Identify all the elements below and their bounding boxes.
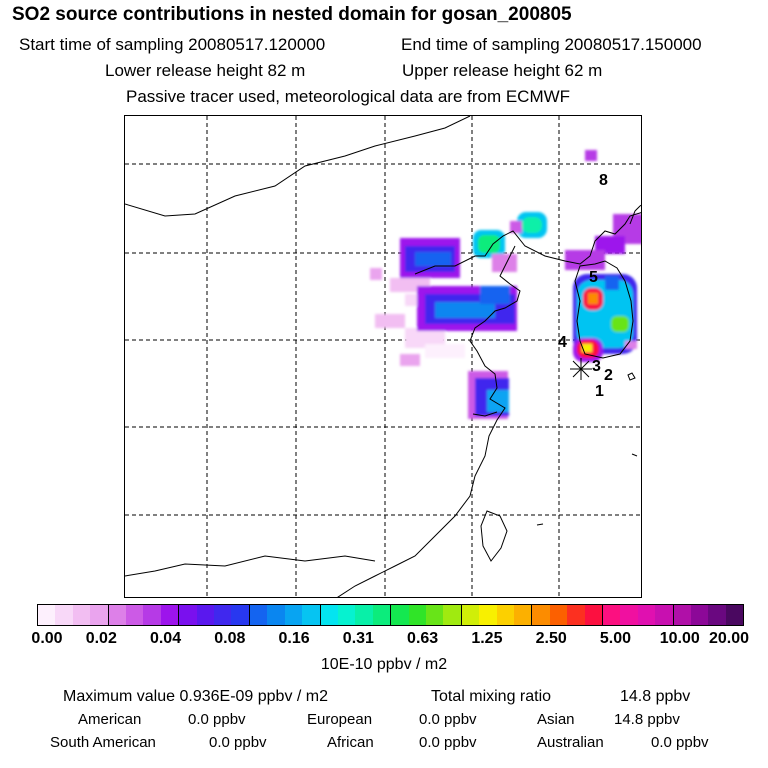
max-value-text: Maximum value 0.936E-09 ppbv / m2 <box>63 688 329 705</box>
australian-label: Australian <box>537 734 604 751</box>
colorbar-segment <box>72 605 91 625</box>
lower-release-label: Lower release height 82 m <box>105 61 306 80</box>
african-label: African <box>327 734 374 751</box>
colorbar-tick-label: 1.25 <box>471 630 503 647</box>
american-label: American <box>78 711 142 728</box>
american-value: 0.0 ppbv <box>188 711 246 728</box>
european-value: 0.0 ppbv <box>419 711 477 728</box>
marker-label-2: 2 <box>604 367 613 384</box>
colorbar-segment <box>567 605 585 625</box>
colorbar-segment <box>214 605 232 625</box>
info-label: Passive tracer used, meteorological data… <box>126 87 571 106</box>
colorbar-segment <box>620 605 638 625</box>
marker-label-8: 8 <box>599 172 608 189</box>
gridlines <box>125 116 641 597</box>
colorbar-tick-label: 0.63 <box>407 630 439 647</box>
upper-release-label: Upper release height 62 m <box>402 61 603 80</box>
figure-title: SO2 source contributions in nested domai… <box>12 4 572 25</box>
colorbar-segment <box>584 605 602 625</box>
map-panel: 1 2 3 4 5 8 <box>124 115 642 598</box>
colorbar-segment <box>337 605 356 625</box>
colorbar-tick-label: 0.16 <box>278 630 310 647</box>
asian-label: Asian <box>537 711 575 728</box>
coastlines <box>125 116 641 597</box>
colorbar-segment <box>284 605 303 625</box>
colorbar-tick-label: 20.00 <box>708 630 750 647</box>
marker-label-4: 4 <box>558 334 567 351</box>
map-svg: 1 2 3 4 5 8 <box>125 116 641 597</box>
colorbar-segment <box>55 605 73 625</box>
release-site-symbol <box>570 358 592 380</box>
colorbar-segment <box>691 605 709 625</box>
colorbar-tick-label: 0.00 <box>31 630 63 647</box>
colorbar-tick-label: 0.31 <box>342 630 374 647</box>
colorbar-segment <box>708 605 726 625</box>
colorbar-segment <box>443 605 461 625</box>
colorbar-segment <box>160 605 179 625</box>
concentration-field <box>370 150 641 419</box>
asian-value: 14.8 ppbv <box>614 711 680 728</box>
colorbar-segment <box>143 605 161 625</box>
colorbar-segment <box>390 605 409 625</box>
colorbar-segment <box>479 605 497 625</box>
colorbar-tick-label: 5.00 <box>599 630 632 647</box>
colorbar-tick-label: 2.50 <box>535 630 567 647</box>
colorbar-segment <box>319 605 338 625</box>
total-mixing-value: 14.8 ppbv <box>620 688 691 705</box>
colorbar-segment <box>302 605 320 625</box>
colorbar-segment <box>355 605 373 625</box>
colorbar-segment <box>460 605 480 625</box>
marker-label-5: 5 <box>589 269 598 286</box>
colorbar-segment <box>602 605 621 625</box>
colorbar-segment <box>372 605 391 625</box>
australian-value: 0.0 ppbv <box>651 734 709 751</box>
colorbar-segment <box>107 605 127 625</box>
colorbar-segment <box>248 605 268 625</box>
african-value: 0.0 ppbv <box>419 734 477 751</box>
colorbar-unit: 10E-10 ppbv / m2 <box>320 656 448 673</box>
colorbar-segment <box>549 605 568 625</box>
colorbar-segment <box>126 605 144 625</box>
colorbar-tick-label: 10.00 <box>659 630 700 647</box>
release-markers: 1 2 3 4 5 8 <box>558 172 613 400</box>
colorbar-segment <box>90 605 108 625</box>
colorbar-segment <box>496 605 514 625</box>
colorbar-segment <box>196 605 215 625</box>
marker-label-3: 3 <box>592 358 601 375</box>
colorbar-segment <box>655 605 673 625</box>
colorbar-segment <box>231 605 249 625</box>
colorbar-tick-label: 0.08 <box>214 630 246 647</box>
colorbar-segment <box>38 605 56 625</box>
colorbar-segment <box>531 605 550 625</box>
colorbar <box>37 604 744 626</box>
start-time-label: Start time of sampling 20080517.120000 <box>19 35 326 54</box>
colorbar-segment <box>408 605 426 625</box>
end-time-label: End time of sampling 20080517.150000 <box>401 35 702 54</box>
colorbar-segment <box>425 605 444 625</box>
south-american-label: South American <box>50 734 156 751</box>
total-mixing-label: Total mixing ratio <box>431 688 552 705</box>
colorbar-segment <box>725 605 744 625</box>
colorbar-segment <box>513 605 532 625</box>
colorbar-segment <box>672 605 692 625</box>
european-label: European <box>307 711 373 728</box>
colorbar-segment <box>637 605 656 625</box>
marker-label-1: 1 <box>595 383 604 400</box>
south-american-value: 0.0 ppbv <box>209 734 267 751</box>
colorbar-tick-label: 0.04 <box>149 630 182 647</box>
colorbar-segment <box>178 605 197 625</box>
colorbar-tick-label: 0.02 <box>85 630 117 647</box>
colorbar-segment <box>267 605 285 625</box>
